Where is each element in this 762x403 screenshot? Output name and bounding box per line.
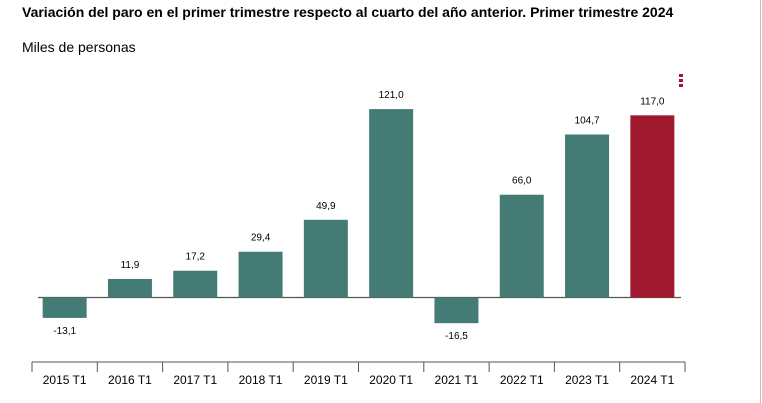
data-label: -16,5 [445,331,468,342]
data-label: 117,0 [640,96,665,107]
bar-2024-t1 [630,115,675,298]
bar-2019-t1 [303,219,348,298]
bar-2021-t1 [434,297,479,324]
menu-dot [679,79,683,82]
x-tick-label: 2019 T1 [304,373,348,387]
x-tick-label: 2020 T1 [369,373,413,387]
x-tick-label: 2018 T1 [239,373,283,387]
data-label: 29,4 [251,233,271,244]
x-tick-label: 2022 T1 [500,373,544,387]
menu-dot [679,74,683,77]
data-label: 11,9 [121,260,140,271]
bar-2018-t1 [238,251,283,298]
bar-2020-t1 [369,109,414,298]
data-label: 49,9 [316,201,336,212]
bar-2016-t1 [107,278,152,298]
bar-2015-t1 [42,297,87,318]
bar-2017-t1 [173,270,218,298]
x-tick-label: 2021 T1 [435,373,479,387]
data-label: -13,1 [53,326,76,337]
x-tick-label: 2015 T1 [43,373,87,387]
chart-title: Variación del paro en el primer trimestr… [22,4,674,20]
menu-dot [679,84,683,87]
chart-menu-icon[interactable] [679,74,683,89]
panel-border [760,0,761,403]
bar-2022-t1 [499,194,544,298]
data-label: 17,2 [186,252,206,263]
bar-2023-t1 [565,134,610,298]
data-label: 121,0 [379,90,404,101]
x-tick-label: 2017 T1 [173,373,217,387]
data-label: 104,7 [575,115,600,126]
x-tick-label: 2024 T1 [630,373,674,387]
x-tick-label: 2023 T1 [565,373,609,387]
data-label: 66,0 [512,176,532,187]
chart-subtitle: Miles de personas [22,39,136,55]
x-tick-label: 2016 T1 [108,373,152,387]
